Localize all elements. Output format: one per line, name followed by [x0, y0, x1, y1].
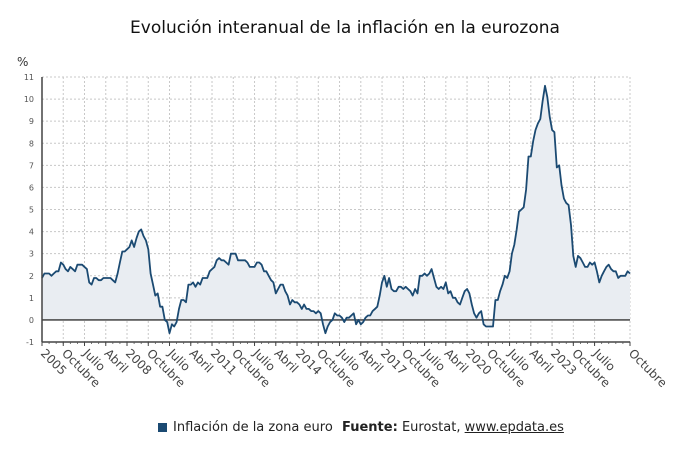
y-tick-label: 3	[29, 250, 34, 259]
y-axis-unit: %	[17, 55, 29, 69]
y-tick-label: 9	[29, 117, 34, 126]
y-tick-label: 11	[24, 73, 34, 82]
y-tick-label: 2	[29, 272, 34, 281]
y-tick-label: 8	[29, 139, 34, 148]
chart: -1012345678910112005OctubreJulioAbril200…	[24, 73, 670, 390]
y-tick-label: 7	[29, 161, 34, 170]
series-area	[42, 85, 630, 334]
y-tick-label: 4	[29, 228, 34, 237]
chart-title: Evolución interanual de la inflación en …	[130, 18, 560, 38]
x-tick-label: Octubre	[626, 346, 670, 390]
y-tick-label: 6	[29, 183, 34, 192]
legend-swatch	[158, 423, 167, 432]
y-tick-label: 10	[24, 95, 34, 104]
legend-label: Inflación de la zona euro	[173, 420, 333, 435]
y-tick-label: 0	[29, 316, 34, 325]
source-note: Fuente: Eurostat, www.epdata.es	[342, 420, 564, 435]
source-name: Eurostat,	[401, 420, 461, 435]
y-tick-label: 5	[29, 206, 34, 215]
legend: Inflación de la zona euro	[158, 420, 333, 435]
source-link[interactable]: www.epdata.es	[464, 420, 564, 435]
y-tick-label: 1	[29, 294, 34, 303]
y-tick-label: -1	[26, 338, 34, 347]
series-line	[41, 84, 631, 335]
source-prefix: Fuente:	[342, 420, 398, 435]
